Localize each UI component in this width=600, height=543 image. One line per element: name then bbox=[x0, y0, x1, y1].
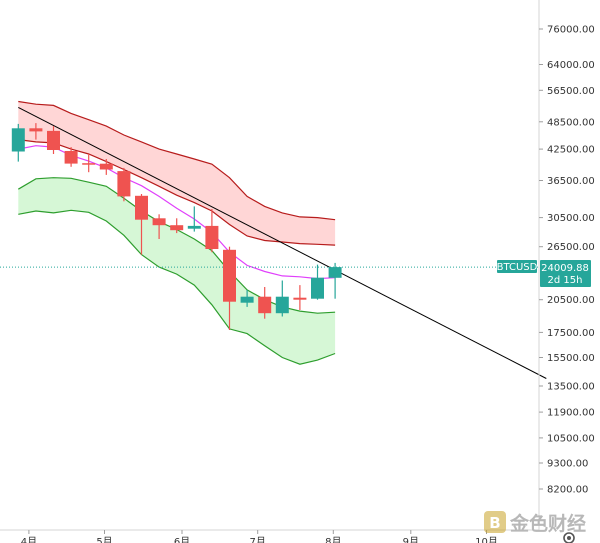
candle[interactable] bbox=[205, 209, 219, 253]
y-tick-label: 64000.00 bbox=[547, 60, 595, 71]
candle-body bbox=[117, 171, 131, 197]
candle-body bbox=[11, 128, 25, 152]
x-tick-label: 7月 bbox=[250, 536, 266, 543]
symbol-tag: BTCUSD bbox=[497, 262, 538, 273]
y-tick-label: 15500.00 bbox=[547, 353, 595, 364]
candle[interactable] bbox=[275, 280, 289, 317]
y-tick-label: 17500.00 bbox=[547, 328, 595, 339]
x-tick-label: 8月 bbox=[325, 536, 341, 543]
candle-body bbox=[152, 218, 166, 226]
candle-body bbox=[135, 195, 148, 220]
svg-text:B: B bbox=[489, 514, 500, 532]
x-tick-label: 4月 bbox=[21, 536, 37, 543]
candle-body bbox=[170, 225, 184, 231]
candle[interactable] bbox=[258, 287, 272, 319]
candle-body bbox=[99, 163, 113, 170]
lower-band-bottom-line bbox=[18, 209, 336, 365]
plot-area[interactable] bbox=[0, 100, 547, 379]
y-tick-label: 48500.00 bbox=[547, 117, 595, 128]
candle-body bbox=[187, 225, 201, 229]
last-price-tag-bg bbox=[540, 260, 591, 287]
y-tick-label: 11900.00 bbox=[547, 408, 595, 419]
y-tick-label: 10500.00 bbox=[547, 433, 595, 444]
x-tick-label: 6月 bbox=[174, 536, 190, 543]
candle[interactable] bbox=[47, 126, 60, 154]
candle[interactable] bbox=[152, 214, 166, 239]
watermark: B 金色财经 bbox=[484, 511, 586, 535]
x-tick-label: 10月 bbox=[475, 536, 498, 543]
y-tick-label: 13500.00 bbox=[547, 382, 595, 393]
x-tick-label: 9月 bbox=[403, 536, 419, 543]
candle-body bbox=[64, 151, 78, 164]
candle[interactable] bbox=[223, 246, 236, 330]
y-tick-label: 36500.00 bbox=[547, 176, 595, 187]
countdown-label: 2d 15h bbox=[548, 275, 583, 286]
upper-band-fill bbox=[18, 101, 336, 246]
y-tick-label: 20500.00 bbox=[547, 295, 595, 306]
candle[interactable] bbox=[99, 159, 113, 175]
candle[interactable] bbox=[311, 264, 324, 300]
lower-band-fill bbox=[18, 177, 336, 365]
candle-body bbox=[258, 296, 272, 314]
y-tick-label: 56500.00 bbox=[547, 86, 595, 97]
trend-line[interactable] bbox=[18, 106, 547, 379]
settings-gear-icon[interactable] bbox=[563, 532, 575, 543]
upper-band-top-line bbox=[18, 100, 336, 221]
candle-body bbox=[275, 296, 289, 314]
candle[interactable] bbox=[293, 285, 307, 310]
candle[interactable] bbox=[11, 123, 25, 162]
y-tick-label: 26500.00 bbox=[547, 242, 595, 253]
last-price-tags: BTCUSD 24009.88 2d 15h bbox=[497, 260, 591, 287]
candle-body bbox=[82, 163, 96, 165]
time-axis[interactable]: 4月 5月 6月 7月 8月 9月 10月 bbox=[21, 530, 498, 543]
candle[interactable] bbox=[135, 194, 148, 255]
candle[interactable] bbox=[240, 289, 254, 307]
candle-body bbox=[205, 225, 219, 249]
candle-body bbox=[29, 128, 43, 132]
candle-body bbox=[47, 130, 60, 150]
watermark-text: 金色财经 bbox=[509, 512, 586, 535]
candle-body bbox=[328, 267, 342, 278]
candle[interactable] bbox=[187, 206, 201, 232]
candle[interactable] bbox=[170, 218, 184, 234]
y-tick-label: 42500.00 bbox=[547, 145, 595, 156]
x-tick-label: 5月 bbox=[96, 536, 112, 543]
candle[interactable] bbox=[82, 154, 96, 173]
candle[interactable] bbox=[328, 262, 342, 299]
candle-body bbox=[240, 296, 254, 303]
price-axis[interactable]: 76000.00 64000.00 56500.00 48500.00 42500.00… bbox=[539, 25, 595, 496]
symbol-tag-bg bbox=[497, 260, 537, 273]
candle-body bbox=[223, 249, 236, 302]
last-price-label: 24009.88 bbox=[541, 263, 589, 274]
candle[interactable] bbox=[64, 147, 78, 167]
candle[interactable] bbox=[117, 167, 131, 202]
y-tick-label: 76000.00 bbox=[547, 25, 595, 36]
candle-body bbox=[311, 277, 324, 299]
candle-body bbox=[293, 297, 307, 300]
watermark-logo-icon: B bbox=[484, 511, 506, 533]
y-tick-label: 30500.00 bbox=[547, 213, 595, 224]
y-tick-label: 9300.00 bbox=[547, 459, 588, 470]
candle[interactable] bbox=[29, 123, 43, 140]
y-tick-label: 8200.00 bbox=[547, 485, 588, 496]
